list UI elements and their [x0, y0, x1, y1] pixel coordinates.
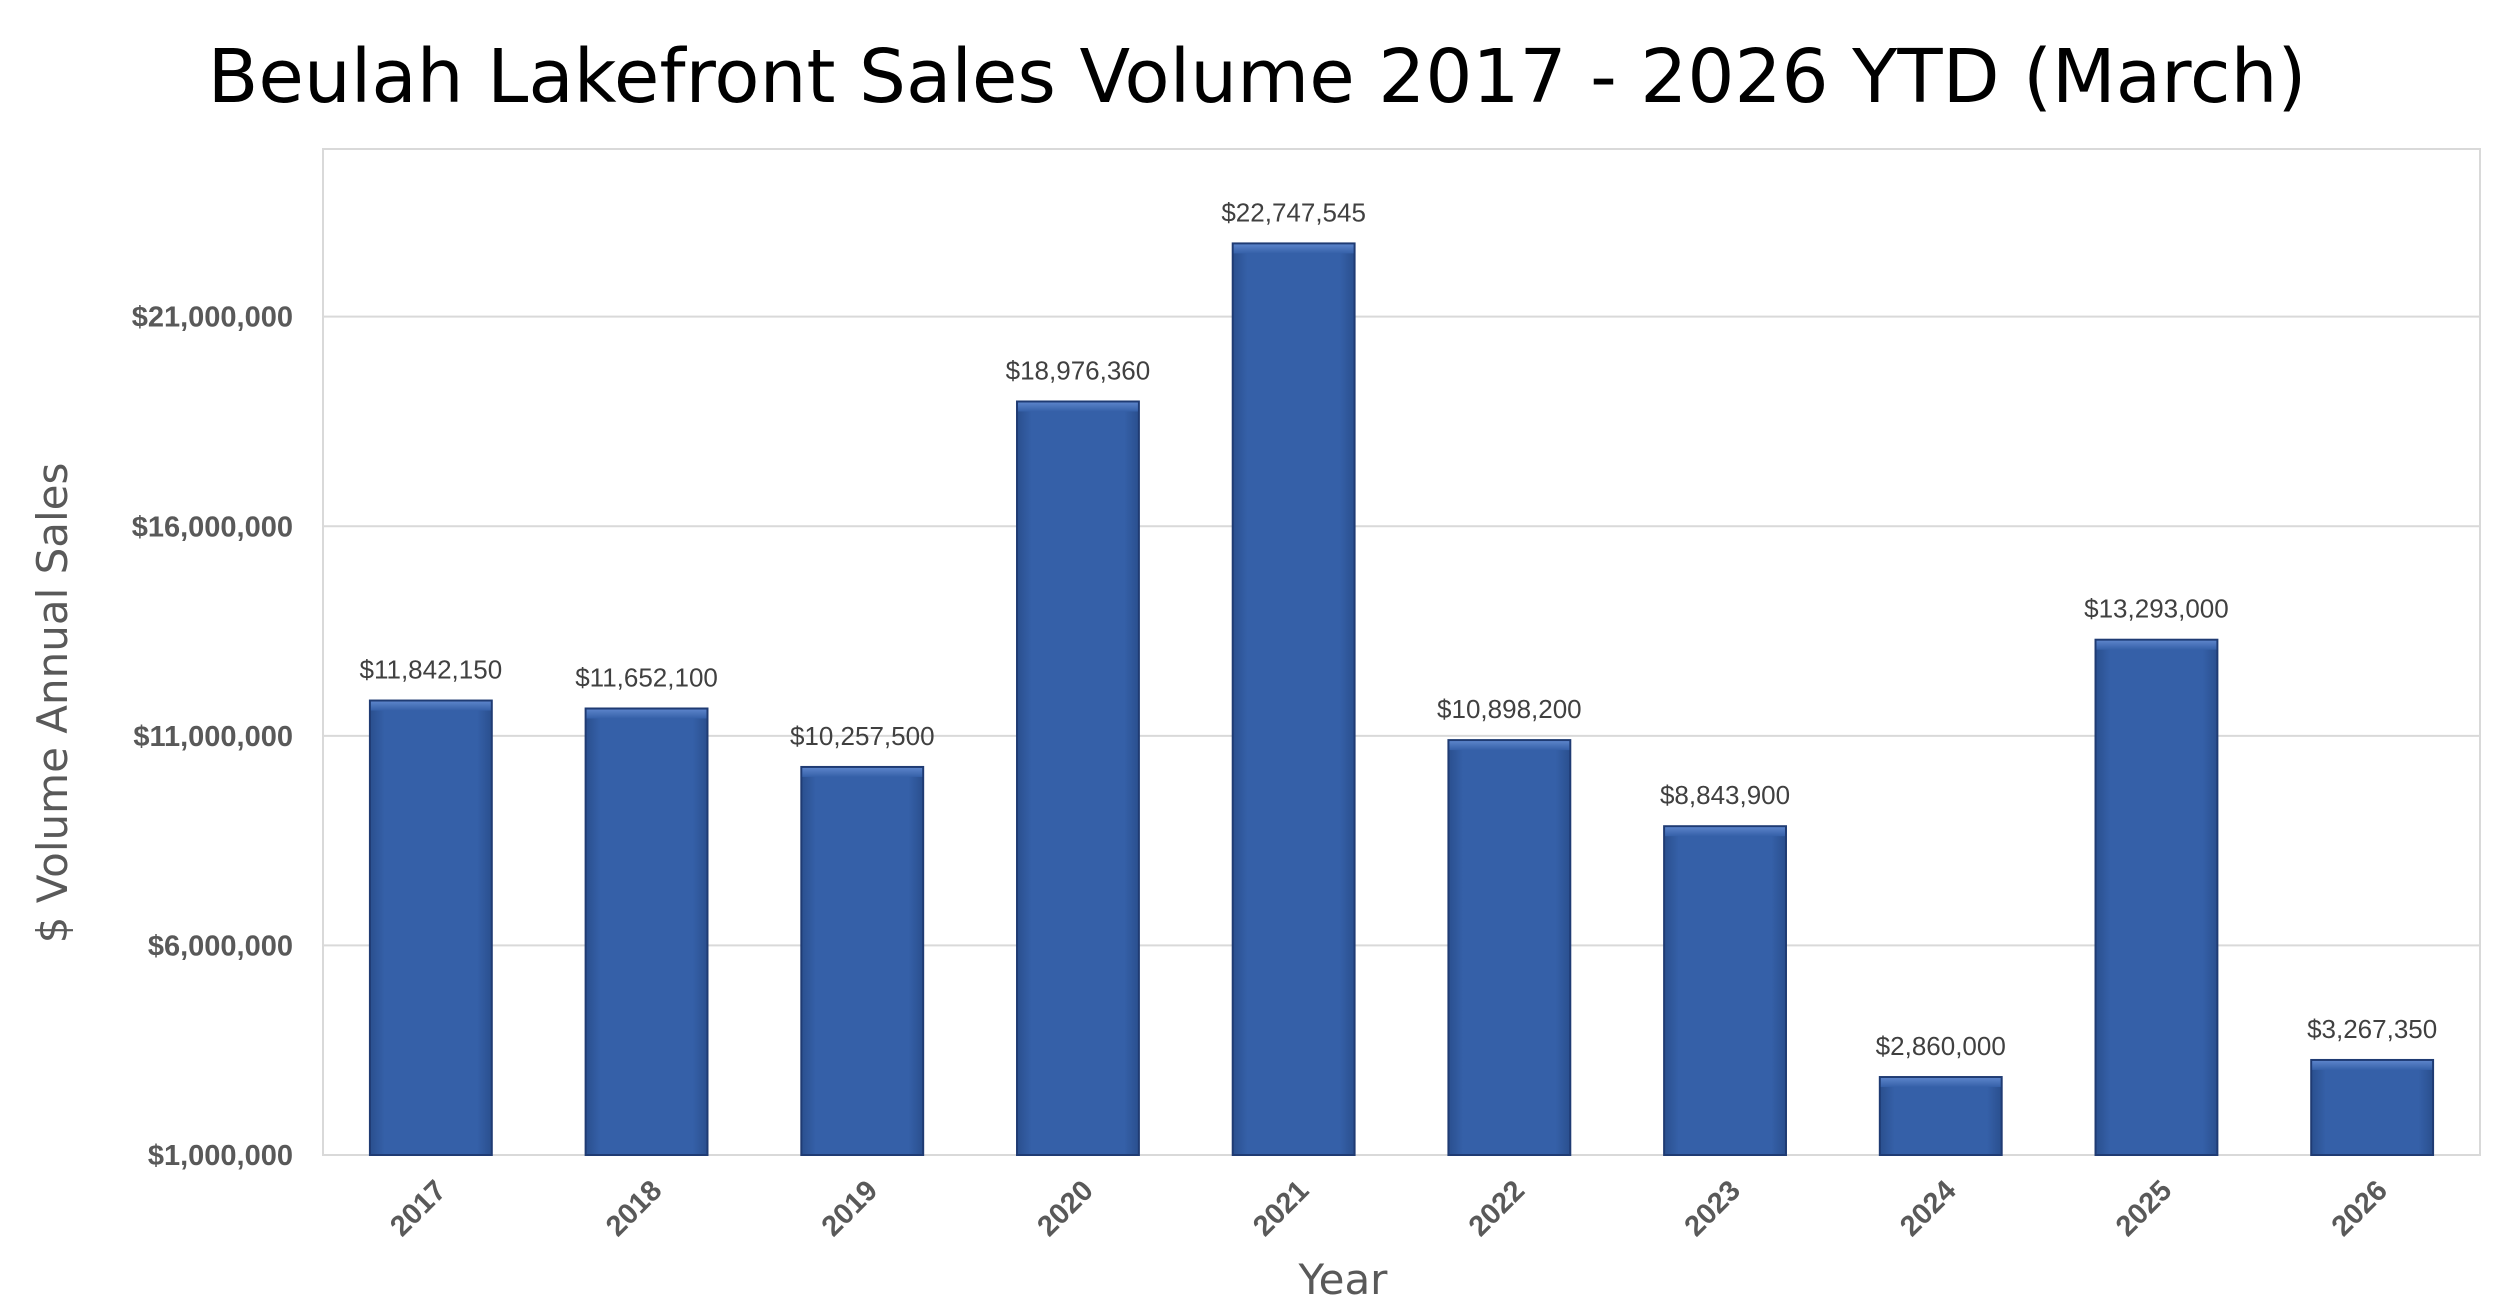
data-label-2022: $10,898,200	[1437, 694, 1582, 724]
data-label-2017: $11,842,150	[360, 655, 503, 685]
bar-2026	[2310, 1058, 2435, 1156]
y-tick-label: $1,000,000	[148, 1140, 293, 1172]
data-label-2020: $18,976,360	[1006, 355, 1151, 385]
x-tick-label-2018: 2018	[600, 1175, 668, 1243]
y-axis-ticks: $1,000,000 $6,000,000 $11,000,000 $16,000,0…	[132, 302, 293, 1172]
bar-cap-2023	[1665, 827, 1785, 837]
x-tick-label-2025: 2025	[2110, 1175, 2178, 1243]
bar-2020	[1016, 400, 1140, 1156]
bar-cap-2022	[1449, 741, 1570, 751]
data-label-2024: $2,860,000	[1876, 1031, 2006, 1061]
data-label-2025: $13,293,000	[2084, 594, 2229, 624]
y-tick-label: $21,000,000	[132, 302, 293, 334]
x-tick-label-2022: 2022	[1463, 1175, 1531, 1243]
bar-2019	[800, 765, 925, 1157]
bar-cap-2020	[1018, 402, 1138, 412]
y-axis-title: $ Volume Annual Sales	[28, 463, 77, 944]
data-label-2023: $8,843,900	[1660, 780, 1790, 810]
x-tick-label-2019: 2019	[816, 1175, 884, 1243]
x-axis-ticks: 2017 2018 2019 2020 2021 2022 2023 2024 2025 2026	[384, 1175, 2394, 1243]
y-tick-label: $11,000,000	[133, 721, 293, 753]
bar-2017	[368, 699, 493, 1156]
bar-cap-2018	[586, 709, 707, 719]
bar-cap-2024	[1880, 1078, 2001, 1088]
data-labels: $11,842,150 $11,652,100 $10,257,500 $18,976…	[360, 197, 2438, 1061]
bar-2021	[1231, 242, 1356, 1156]
bar-cap-2019	[802, 767, 923, 777]
data-label-2021: $22,747,545	[1221, 197, 1366, 227]
bar-cap-2025	[2096, 640, 2217, 650]
bar-cap-2017	[370, 701, 491, 711]
bar-2023	[1663, 825, 1787, 1156]
bar-2024	[1878, 1076, 2003, 1157]
x-tick-label-2021: 2021	[1247, 1175, 1315, 1243]
data-label-2026: $3,267,350	[2307, 1014, 2437, 1044]
bar-2022	[1447, 739, 1572, 1156]
bar-2025	[2094, 638, 2219, 1156]
data-label-2019: $10,257,500	[790, 721, 935, 751]
data-label-2018: $11,652,100	[575, 662, 718, 692]
y-tick-label: $16,000,000	[132, 511, 293, 543]
x-axis-title: Year	[1298, 1255, 1389, 1304]
x-tick-label-2017: 2017	[384, 1175, 452, 1243]
bar-cap-2021	[1233, 244, 1354, 254]
x-tick-label-2024: 2024	[1894, 1175, 1962, 1243]
bars	[368, 242, 2435, 1157]
x-tick-label-2023: 2023	[1679, 1175, 1747, 1243]
x-tick-label-2026: 2026	[2326, 1175, 2394, 1243]
x-tick-label-2020: 2020	[1031, 1175, 1099, 1243]
chart-title: Beulah Lakefront Sales Volume 2017 - 202…	[208, 34, 2307, 120]
bar-cap-2026	[2312, 1060, 2433, 1070]
bar-2018	[584, 707, 709, 1156]
y-tick-label: $6,000,000	[148, 930, 293, 962]
